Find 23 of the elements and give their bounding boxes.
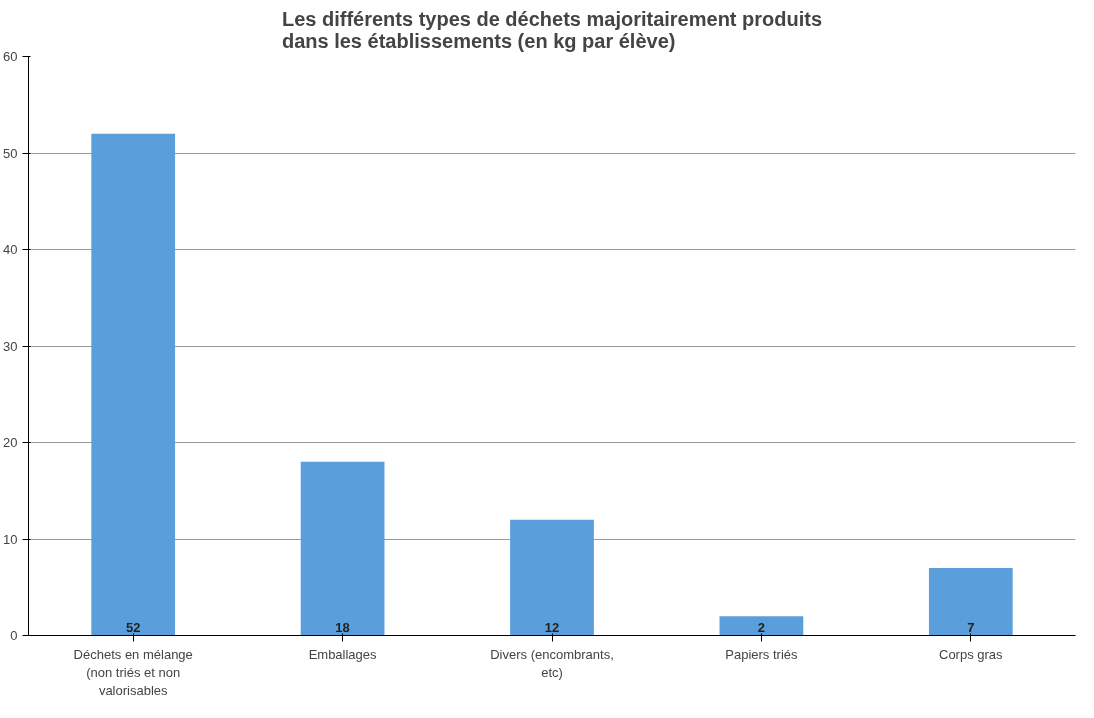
y-tick-label: 60 bbox=[3, 49, 18, 64]
y-tick-label: 20 bbox=[3, 435, 18, 450]
y-tick-label: 50 bbox=[3, 145, 18, 161]
bar bbox=[91, 133, 176, 636]
bar bbox=[300, 461, 385, 636]
x-tick-label: Emballages bbox=[308, 646, 378, 662]
y-tick-label: 40 bbox=[3, 242, 18, 257]
x-tick-label: Déchets en mélange (non triés et non valorisables bbox=[73, 646, 193, 698]
data-label: 52 bbox=[125, 619, 141, 635]
bar bbox=[510, 519, 594, 636]
data-label: 12 bbox=[544, 619, 560, 635]
bar bbox=[928, 567, 1013, 636]
y-tick-label: 30 bbox=[3, 338, 18, 354]
x-tick-label: Papiers triés bbox=[725, 646, 799, 662]
bar bbox=[719, 616, 804, 636]
data-label: 18 bbox=[335, 619, 350, 635]
y-tick-label: 10 bbox=[3, 531, 18, 547]
x-tick-label: Divers (encombrants, etc) bbox=[490, 646, 614, 680]
chart-title: Les différents types de déchets majoritairement produits dans les établissements (en kg par élève) bbox=[281, 7, 823, 52]
data-label: 7 bbox=[967, 619, 975, 635]
y-tick-label: 0 bbox=[10, 628, 18, 643]
data-label: 2 bbox=[757, 619, 766, 635]
x-tick-label: Corps gras bbox=[939, 646, 1004, 662]
